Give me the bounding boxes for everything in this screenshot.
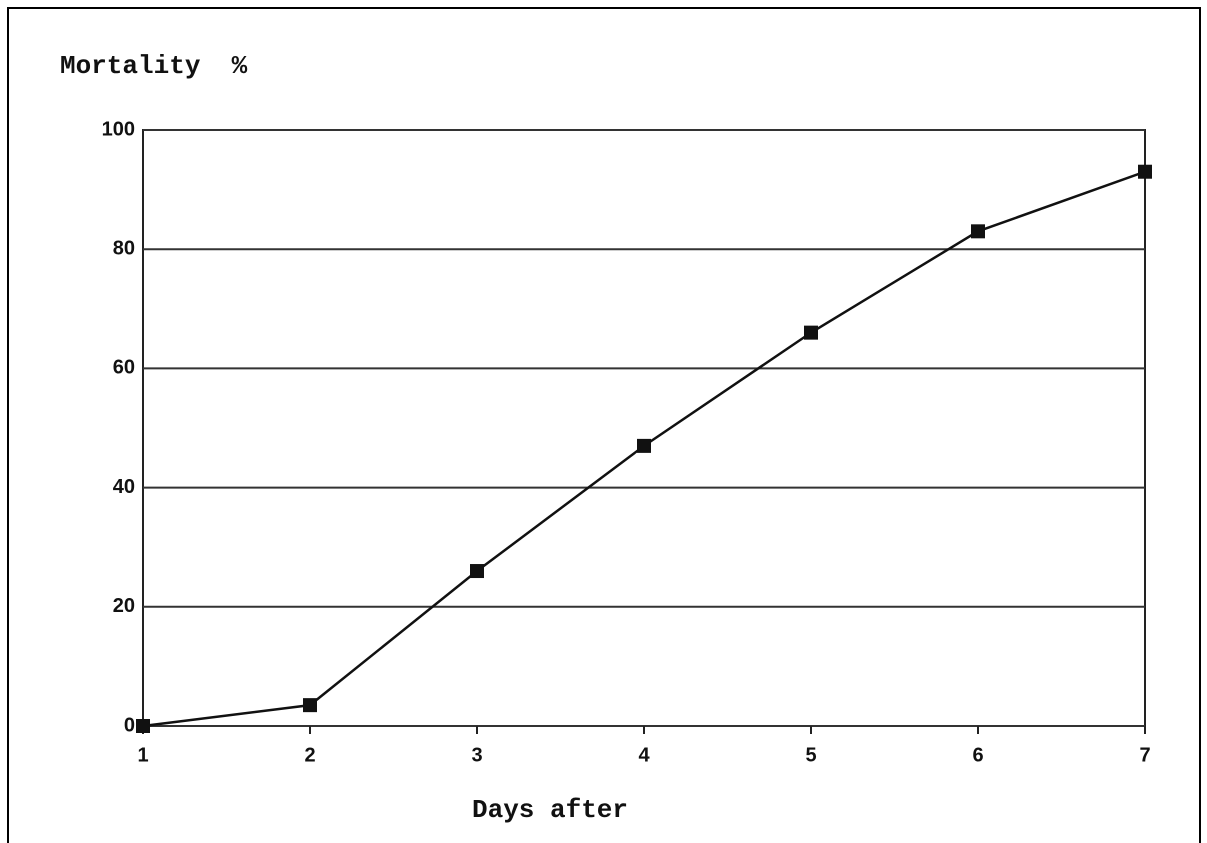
x-tick-label: 5 (805, 744, 816, 766)
chart-title: Mortality % (60, 51, 248, 81)
marker (136, 719, 150, 733)
x-axis-label: Days after (472, 795, 628, 825)
marker (470, 564, 484, 579)
y-tick-label: 0 (124, 714, 135, 736)
plot-frame (142, 129, 1146, 727)
x-tick-label: 1 (137, 744, 148, 766)
y-tick-label: 20 (113, 595, 135, 617)
y-tick-label: 80 (113, 237, 135, 259)
marker (637, 438, 651, 453)
marker (1138, 164, 1152, 179)
x-tick-label: 7 (1139, 744, 1150, 766)
x-tick-label: 2 (304, 744, 315, 766)
marker (804, 325, 818, 340)
frame (7, 7, 1201, 843)
y-tick-label: 60 (113, 357, 135, 379)
marker (971, 224, 985, 239)
x-tick-label: 3 (471, 744, 482, 766)
x-tick-label: 4 (638, 744, 650, 766)
y-tick-label: 40 (113, 476, 135, 498)
x-tick-label: 6 (972, 744, 983, 766)
marker (303, 698, 317, 713)
y-tick-label: 100 (102, 118, 135, 140)
